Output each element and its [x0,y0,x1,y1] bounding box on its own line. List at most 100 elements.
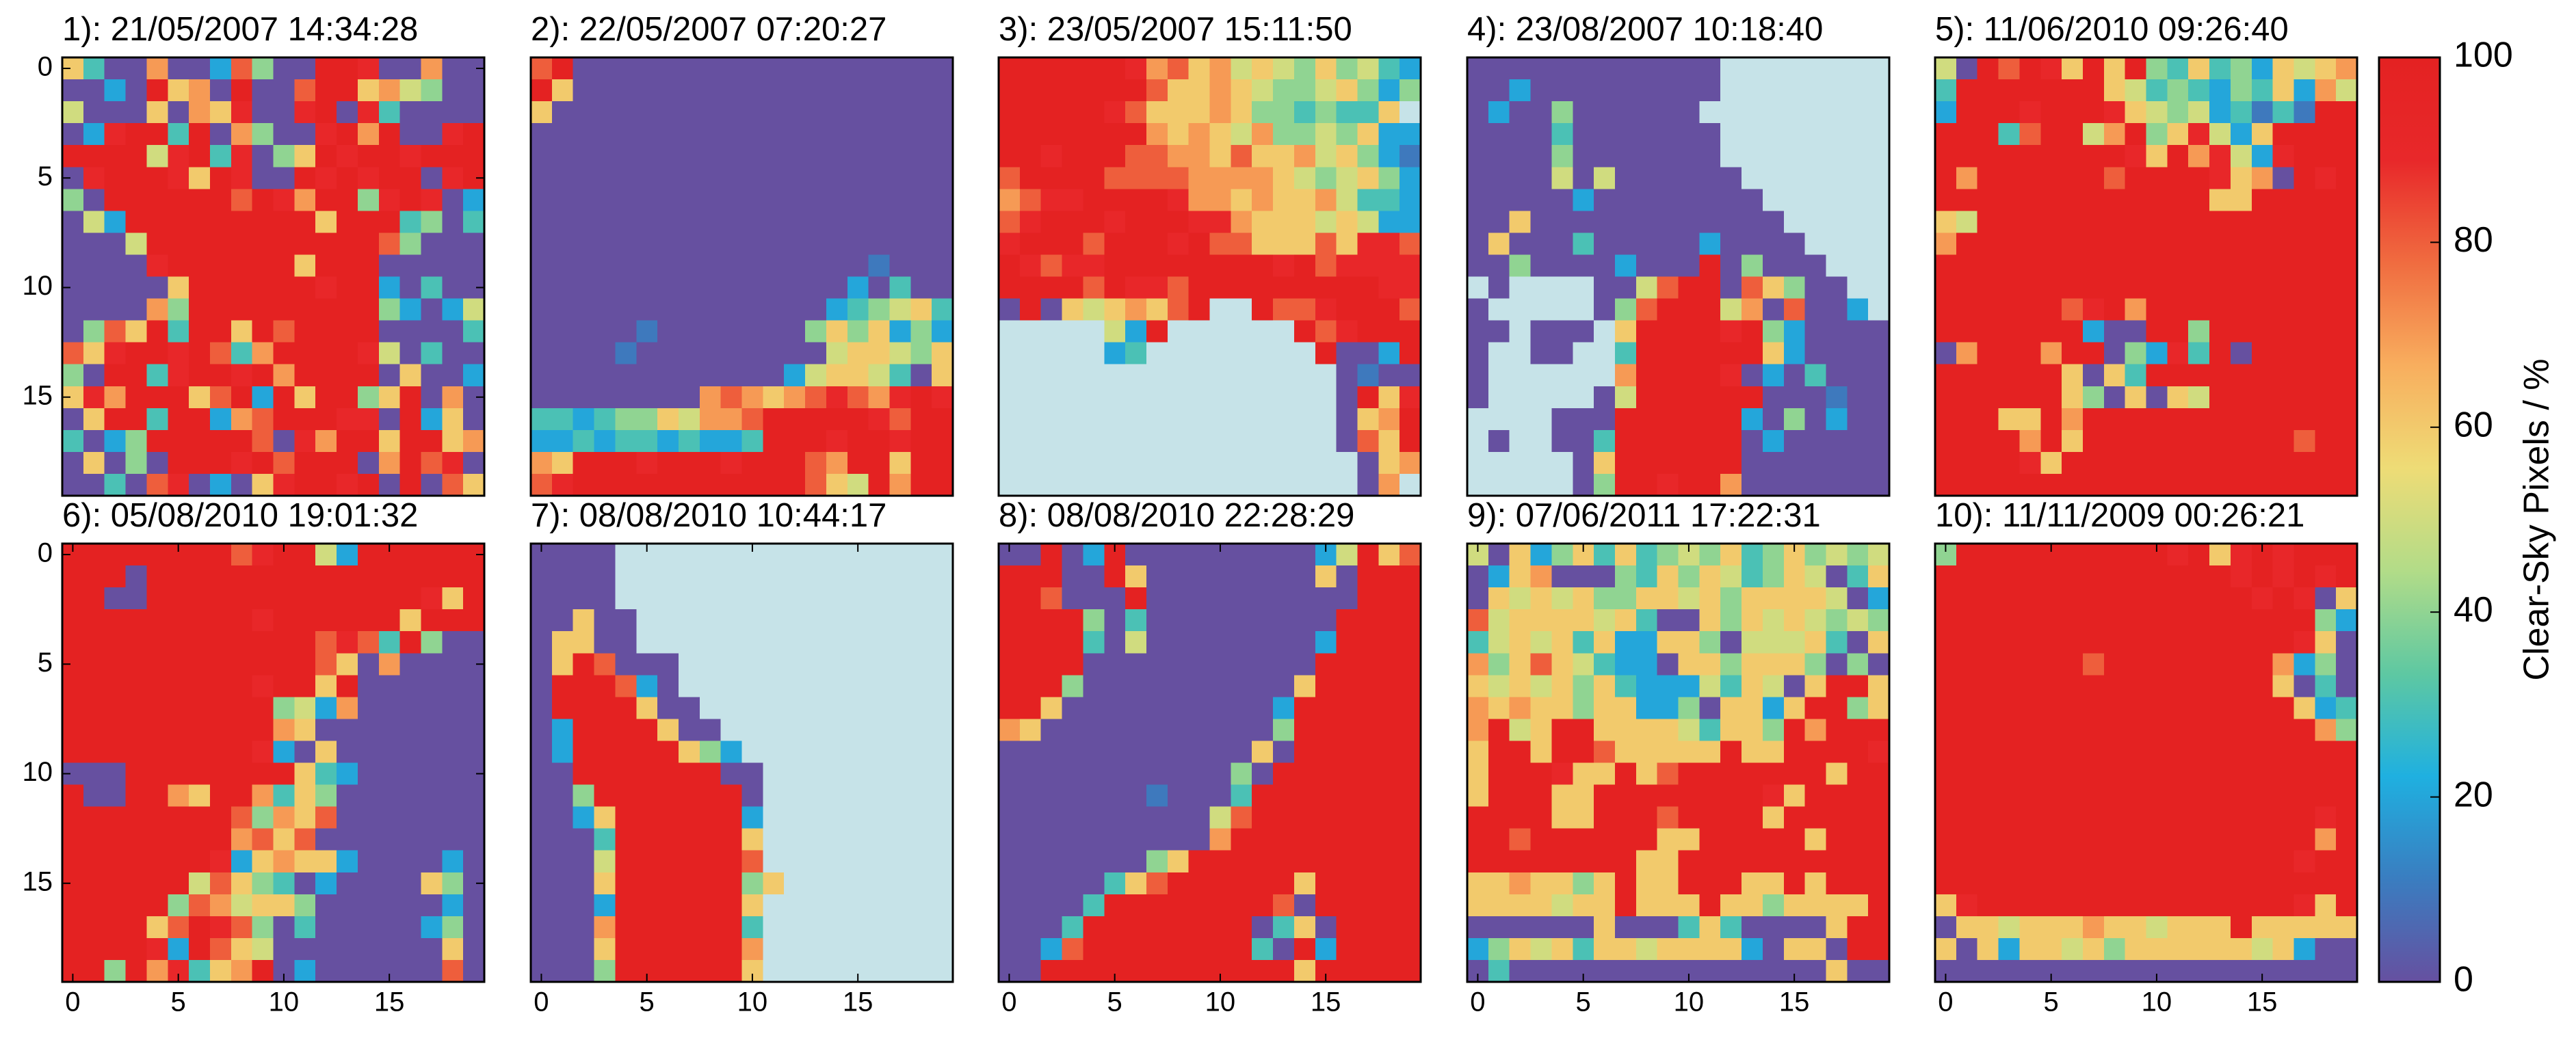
heatmap-cell [699,762,722,786]
heatmap-cell [1699,697,1721,719]
heatmap-cell [1847,298,1869,321]
heatmap-cell [1594,276,1616,299]
heatmap-cell [2103,276,2126,299]
heatmap-cell [699,828,722,851]
heatmap-cell [463,408,485,431]
heatmap-cell [2315,675,2337,697]
heatmap-cell [2040,145,2062,168]
heatmap-cell [2294,408,2315,431]
heatmap-cell [657,320,679,343]
heatmap-cell [1956,959,1978,983]
heatmap-cell [1336,473,1358,496]
heatmap-cell [273,79,295,102]
heatmap-cell [1378,364,1400,387]
heatmap-cell [1125,211,1147,233]
heatmap-cell [999,473,1021,496]
heatmap-cell [784,784,806,808]
heatmap-cell [315,741,337,764]
heatmap-cell [315,697,337,719]
heatmap-cell [2251,784,2274,808]
heatmap-cell [826,850,848,873]
heatmap-cell [1104,850,1126,873]
heatmap-cell [615,101,637,124]
heatmap-cell [62,298,84,321]
heatmap-cell [1868,232,1890,256]
heatmap-cell [1762,386,1785,409]
heatmap-cell [1614,544,1637,566]
heatmap-cell [1467,894,1489,917]
heatmap-cell [1826,145,1848,168]
heatmap-cell [1167,850,1190,873]
heatmap-cell [104,276,127,299]
heatmap-cell [1977,762,1999,786]
heatmap-cell [1315,189,1337,211]
heatmap-cell [1252,167,1274,189]
heatmap-cell [699,211,722,233]
heatmap-cell [463,916,485,939]
heatmap-cell [1019,342,1042,365]
heatmap-cell [1699,451,1721,475]
heatmap-cell [1720,232,1742,256]
heatmap-cell [1467,211,1489,233]
heatmap-cell [615,697,637,719]
heatmap-cell [442,697,464,719]
heatmap-cell [910,741,932,764]
y-tick-label: 5 [38,161,53,191]
heatmap-cell [1720,719,1742,742]
heatmap-cell [999,653,1021,676]
heatmap-cell [2040,741,2062,764]
heatmap-cell [1742,959,1763,983]
heatmap-cell [1209,342,1231,365]
heatmap-cell [2272,211,2295,233]
heatmap-cell [868,320,891,343]
colorbar [2378,56,2441,983]
heatmap-cell [1826,828,1848,851]
heatmap-cell [1635,697,1658,719]
heatmap-cell [636,145,658,168]
heatmap-cell [910,57,932,80]
heatmap-cell [1509,320,1532,343]
heatmap-cell [315,57,337,80]
heatmap-cell [315,653,337,676]
heatmap-cell [2082,320,2105,343]
heatmap-cell [1762,254,1785,278]
heatmap-cell [209,254,232,278]
heatmap-cell [2315,959,2337,983]
heatmap-cell [826,408,848,431]
heatmap-cell [1083,631,1105,654]
heatmap-cell [1378,189,1400,211]
heatmap-cell [1188,320,1211,343]
heatmap-cell [2336,429,2358,453]
heatmap-cell [1614,298,1637,321]
heatmap-cell [2062,697,2084,719]
heatmap-cell [1977,653,1999,676]
heatmap-cell [889,719,911,742]
heatmap-cell [657,451,679,475]
heatmap-cell [1956,429,1978,453]
heatmap-cell [2019,145,2041,168]
heatmap-cell [315,916,337,939]
heatmap-cell [399,719,422,742]
heatmap-cell [1847,784,1869,808]
heatmap-cell [551,653,574,676]
heatmap-cell [1125,145,1147,168]
heatmap-cell [399,429,422,453]
heatmap-cell [1699,828,1721,851]
heatmap-cell [209,609,232,632]
heatmap-cell [1614,916,1637,939]
heatmap-cell [1657,937,1679,961]
heatmap-cell [209,719,232,742]
heatmap-cell [1509,145,1532,168]
heatmap-cell [1252,894,1274,917]
heatmap-cell [1231,276,1252,299]
heatmap-cell [826,544,848,566]
heatmap-cell [337,298,358,321]
heatmap-cell [573,451,595,475]
heatmap-cell [1062,675,1083,697]
heatmap-cell [2019,386,2041,409]
heatmap-cell [657,806,679,829]
heatmap-cell [2209,167,2231,189]
heatmap-cell [1573,429,1594,453]
heatmap-cell [1551,429,1573,453]
heatmap-cell [531,408,553,431]
